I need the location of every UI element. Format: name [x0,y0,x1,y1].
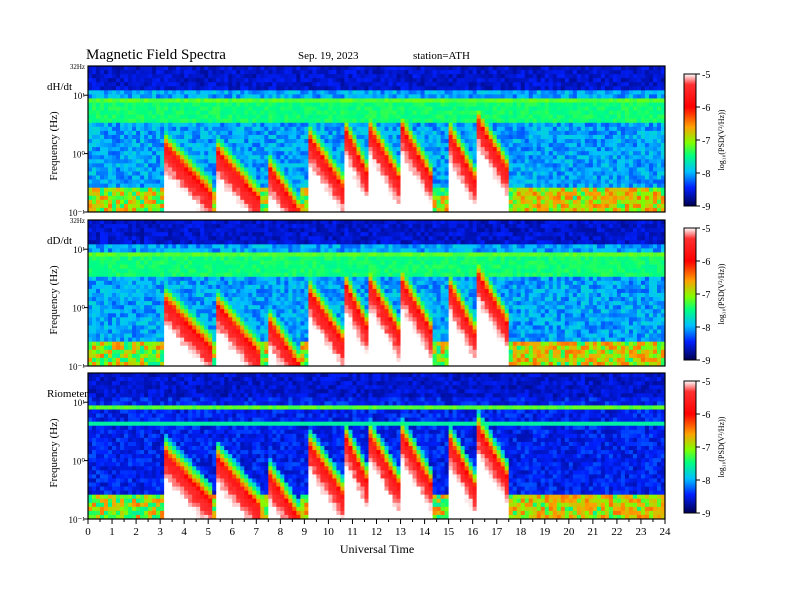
x-tick-label: 17 [491,526,503,538]
panels-group: dH/dt 10⁻¹ 10⁰ 10¹ 32Hz Frequency (Hz) -5 -6 -7 -… [47,63,726,525]
panel-frame [87,219,666,367]
x-tick-label: 13 [395,526,407,538]
colorbar-label: log₁₀(PSD(V²/Hz)) [717,109,726,170]
x-tick-label: 14 [419,526,431,538]
y-tick-label: 32Hz [70,63,85,71]
x-tick-label: 22 [611,526,622,538]
spectrogram-panel-2: Riometer 10⁻¹ 10⁰ 10¹ Frequency (Hz) -5 -6 -7 -8… [47,372,726,525]
colorbar-tick-label: -8 [702,323,710,334]
x-tick-label: 8 [278,526,284,538]
figure-title: Magnetic Field Spectra [86,47,226,63]
x-tick-label: 15 [443,526,455,538]
x-tick-label: 7 [254,526,260,538]
y-tick-label: 10¹ [73,398,85,408]
colorbar-tick-label: -8 [702,476,710,487]
colorbar-label: log₁₀(PSD(V²/Hz)) [717,263,726,324]
x-tick-label: 11 [347,526,358,538]
y-tick-label: 10⁻¹ [69,515,86,525]
colorbar-tick-label: -9 [702,356,710,367]
y-tick-label: 10¹ [73,245,85,255]
x-tick-label: 10 [323,526,335,538]
x-tick-label: 24 [660,526,672,538]
colorbar-label: log₁₀(PSD(V²/Hz)) [717,416,726,477]
x-tick-label: 0 [85,526,91,538]
y-axis-label: Frequency (Hz) [48,265,60,335]
colorbar-tick-label: -6 [702,257,710,268]
x-tick-label: 2 [133,526,139,538]
colorbar [683,227,697,361]
colorbar-tick-label: -6 [702,103,710,114]
x-tick-label: 4 [181,526,187,538]
y-tick-label: 10⁻¹ [69,362,86,372]
x-tick-label: 1 [109,526,115,538]
x-tick-label: 23 [635,526,647,538]
x-tick-label: 9 [302,526,308,538]
y-tick-label: 10⁰ [72,457,85,467]
x-tick-label: 20 [563,526,575,538]
panel-label: dD/dt [47,235,72,247]
y-tick-label: 10⁰ [72,150,85,160]
x-tick-label: 21 [587,526,598,538]
colorbar-tick-label: -5 [702,224,710,235]
x-axis-label: Universal Time [340,542,414,556]
y-axis-label: Frequency (Hz) [48,111,60,181]
colorbar [683,73,697,207]
colorbar [683,380,697,514]
x-tick-label: 16 [467,526,479,538]
x-tick-label: 3 [157,526,163,538]
spectrogram-panel-1: dD/dt 10⁻¹ 10⁰ 10¹ 32Hz Frequency (Hz) -5 -6 -7 -… [47,217,726,372]
y-tick-label: 10⁰ [72,304,85,314]
colorbar-tick-label: -8 [702,169,710,180]
date-label: Sep. 19, 2023 [298,50,359,62]
y-tick-label: 32Hz [70,217,85,225]
colorbar-tick-label: -7 [702,136,710,147]
colorbar-tick-label: -9 [702,509,710,520]
y-axis-label: Frequency (Hz) [48,418,60,488]
spectrogram-panel-0: dH/dt 10⁻¹ 10⁰ 10¹ 32Hz Frequency (Hz) -5 -6 -7 -… [47,63,726,218]
station-label: station=ATH [413,50,470,62]
colorbar-tick-label: -5 [702,70,710,81]
panel-label: dH/dt [47,81,72,93]
colorbar-tick-label: -6 [702,410,710,421]
x-tick-label: 12 [371,526,382,538]
x-tick-label: 5 [205,526,211,538]
x-axis-ticks: 0 1 2 3 4 5 6 7 8 9 10 11 12 13 14 15 16 17 18 19 20 21 22 23 24 [85,519,671,538]
colorbar-tick-label: -9 [702,202,710,213]
colorbar-tick-label: -5 [702,377,710,388]
y-tick-label: 10⁻¹ [69,208,86,218]
panel-frame [87,65,666,213]
x-tick-label: 6 [230,526,236,538]
colorbar-tick-label: -7 [702,290,710,301]
x-tick-label: 19 [539,526,551,538]
x-tick-label: 18 [515,526,527,538]
colorbar-tick-label: -7 [702,443,710,454]
y-tick-label: 10¹ [73,91,85,101]
panel-label: Riometer [47,388,88,400]
